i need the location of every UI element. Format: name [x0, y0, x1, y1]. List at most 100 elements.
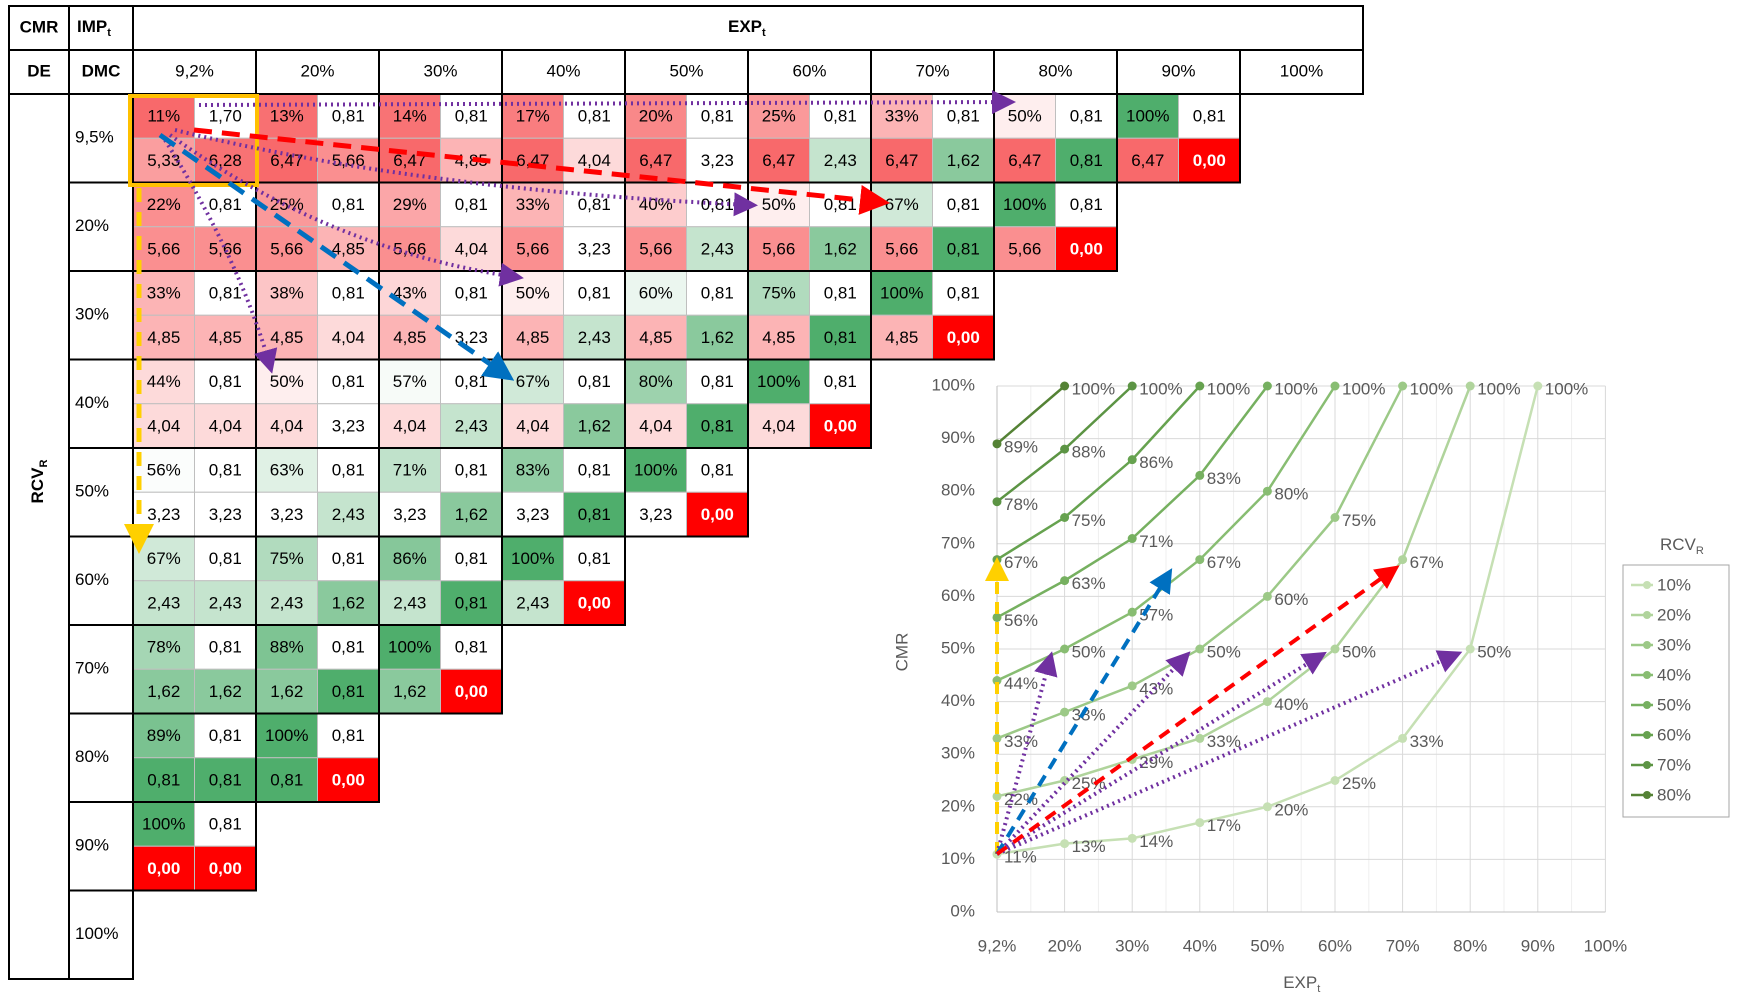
x-tick-label: 90%	[1521, 936, 1555, 955]
cell-block-border	[255, 712, 380, 803]
cell-value: 1,62	[270, 682, 303, 701]
cell-value: 0,81	[701, 461, 734, 480]
data-point	[992, 791, 1002, 801]
cell-value: 0,81	[578, 461, 611, 480]
row-header-cell	[68, 181, 134, 272]
cell-block-border	[993, 181, 1118, 272]
header-label: DMC	[82, 61, 121, 80]
cell-value: 100%	[1126, 107, 1169, 126]
data-point	[1262, 802, 1272, 812]
cell-value: 67%	[516, 372, 550, 391]
cell-value: 4,85	[639, 328, 672, 347]
table-cell	[1178, 93, 1241, 139]
table-cell	[686, 447, 749, 493]
text-part: IMP	[77, 17, 107, 36]
cell-value: 4,85	[270, 328, 303, 347]
table-cell	[932, 226, 995, 272]
cell-value: 100%	[511, 549, 554, 568]
cell-value: 0,81	[947, 107, 980, 126]
y-tick-label: 0%	[950, 901, 975, 920]
table-cell	[624, 270, 687, 316]
data-point	[992, 612, 1002, 622]
cell-block-border	[378, 624, 503, 715]
cell-value: 0,81	[455, 638, 488, 657]
x-tick-label: 100%	[1584, 936, 1627, 955]
cell-value: 4,85	[393, 328, 426, 347]
x-tick-label: 50%	[1250, 936, 1284, 955]
cell-value: 6,47	[1131, 151, 1164, 170]
cell-value: 0,00	[947, 328, 980, 347]
cell-value: 80%	[639, 372, 673, 391]
table-cell	[378, 624, 441, 670]
table-cell	[1055, 182, 1118, 228]
cell-block-border	[132, 801, 257, 892]
table-cell	[132, 801, 195, 847]
data-label: 88%	[1072, 443, 1106, 462]
table-cell	[1116, 137, 1179, 183]
table-cell	[440, 270, 503, 316]
y-tick-label: 50%	[941, 638, 975, 657]
legend-label: 10%	[1657, 575, 1691, 594]
table-cell	[194, 536, 257, 582]
cell-value: 0,81	[332, 549, 365, 568]
cell-value: 20%	[639, 107, 673, 126]
cell-value: 4,85	[455, 151, 488, 170]
cell-value: 0,81	[270, 770, 303, 789]
cell-value: 0,00	[147, 859, 180, 878]
cell-value: 0,81	[947, 239, 980, 258]
data-point	[1060, 381, 1070, 391]
cell-value: 2,43	[270, 593, 303, 612]
legend-label: 60%	[1657, 725, 1691, 744]
cell-value: 1,62	[332, 593, 365, 612]
data-label: 20%	[1274, 800, 1308, 819]
cell-value: 5,66	[762, 239, 795, 258]
row-header: 50%	[75, 482, 109, 501]
cell-value: 3,23	[455, 328, 488, 347]
table-cell	[563, 314, 626, 360]
cell-value: 0,81	[209, 372, 242, 391]
data-label: 33%	[1004, 732, 1038, 751]
y-tick-label: 80%	[941, 481, 975, 500]
table-cell	[870, 270, 933, 316]
cell-value: 0,81	[1193, 107, 1226, 126]
column-header: 80%	[1038, 61, 1072, 80]
row-axis-label: RCVR	[28, 460, 49, 504]
table-cell	[1116, 93, 1179, 139]
table-cell	[809, 403, 872, 449]
table-cell	[255, 757, 318, 803]
legend-marker	[1643, 791, 1651, 799]
data-label: 100%	[1274, 379, 1317, 398]
table-cell	[132, 757, 195, 803]
cell-value: 0,81	[701, 107, 734, 126]
cell-value: 0,81	[947, 195, 980, 214]
row-axis-cell	[8, 93, 70, 980]
data-label: 75%	[1072, 511, 1106, 530]
cell-value: 44%	[147, 372, 181, 391]
cell-value: 0,81	[455, 461, 488, 480]
y-tick-label: 10%	[941, 849, 975, 868]
data-point	[1398, 381, 1408, 391]
cell-value: 2,43	[701, 239, 734, 258]
cell-value: 5,66	[209, 239, 242, 258]
data-point	[1127, 534, 1137, 544]
data-point	[1195, 818, 1205, 828]
cell-value: 0,00	[332, 770, 365, 789]
data-point	[1465, 381, 1475, 391]
cell-value: 1,62	[947, 151, 980, 170]
highlight-box	[128, 94, 259, 187]
cell-value: 4,04	[455, 239, 488, 258]
cell-value: 4,04	[393, 416, 426, 435]
data-point	[992, 733, 1002, 743]
cell-value: 0,00	[1070, 239, 1103, 258]
cell-value: 0,00	[455, 682, 488, 701]
cell-value: 0,81	[701, 372, 734, 391]
data-point	[1398, 555, 1408, 565]
table-cell	[317, 314, 380, 360]
row-header: 90%	[75, 836, 109, 855]
column-header-cell	[870, 49, 995, 95]
data-point	[1127, 681, 1137, 691]
legend-marker	[1643, 611, 1651, 619]
cell-value: 0,00	[1193, 151, 1226, 170]
cell-value: 4,04	[270, 416, 303, 435]
cell-value: 0,81	[824, 372, 857, 391]
